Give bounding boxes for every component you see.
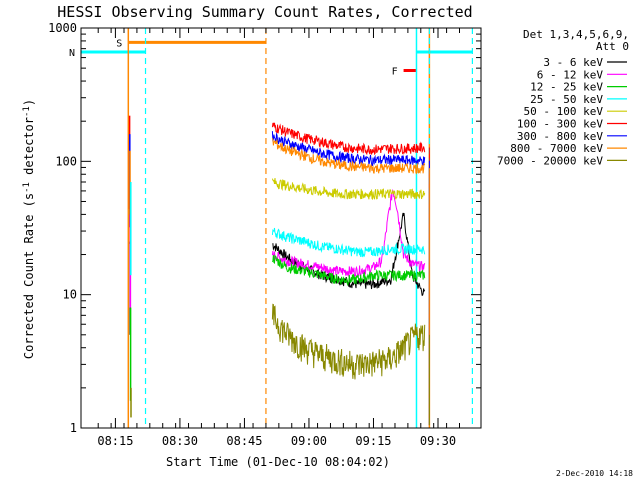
plot-area: S N F bbox=[69, 28, 473, 428]
x-tick-label: 08:15 bbox=[97, 434, 133, 448]
legend-label-4: 50 - 100 keV bbox=[524, 105, 604, 118]
series-line-3 bbox=[271, 227, 426, 258]
flag-label-f: F bbox=[392, 67, 398, 78]
x-tick-label: 08:45 bbox=[226, 434, 262, 448]
legend-label-0: 3 - 6 keV bbox=[543, 56, 603, 69]
flag-label-s: S bbox=[116, 38, 122, 49]
y-tick-label: 1 bbox=[70, 421, 77, 435]
series-line-2 bbox=[271, 254, 426, 287]
chart-title: HESSI Observing Summary Count Rates, Cor… bbox=[57, 3, 472, 21]
timestamp: 2-Dec-2010 14:18 bbox=[556, 469, 633, 478]
x-tick-label: 09:15 bbox=[355, 434, 391, 448]
x-tick-label: 09:00 bbox=[291, 434, 327, 448]
y-tick-label: 10 bbox=[63, 288, 77, 302]
legend-label-3: 25 - 50 keV bbox=[530, 93, 603, 106]
legend-label-8: 7000 - 20000 keV bbox=[497, 154, 603, 167]
y-tick-label: 100 bbox=[55, 154, 77, 168]
series-line-5 bbox=[271, 122, 426, 156]
series-line-4 bbox=[271, 177, 426, 200]
x-tick-label: 08:30 bbox=[162, 434, 198, 448]
series-line-8 bbox=[271, 303, 426, 380]
legend-header-1: Det 1,3,4,5,6,9, bbox=[523, 28, 629, 41]
y-axis-label: Corrected Count Rate (s-1 detector-1) bbox=[22, 99, 36, 359]
flag-label-n: N bbox=[69, 48, 75, 59]
x-axis-label: Start Time (01-Dec-10 08:04:02) bbox=[166, 455, 390, 469]
legend-label-6: 300 - 800 keV bbox=[517, 130, 603, 143]
x-tick-label: 09:30 bbox=[420, 434, 456, 448]
legend-label-1: 6 - 12 keV bbox=[537, 68, 604, 81]
legend-header-2: Att 0 bbox=[596, 40, 629, 53]
legend-label-7: 800 - 7000 keV bbox=[510, 142, 603, 155]
series-line-1 bbox=[271, 188, 426, 278]
legend-label-5: 100 - 300 keV bbox=[517, 118, 603, 131]
series-line-7 bbox=[271, 138, 426, 175]
series-line-6 bbox=[271, 131, 426, 168]
plot-frame bbox=[80, 27, 482, 429]
y-tick-label: 1000 bbox=[48, 21, 77, 35]
legend-label-2: 12 - 25 keV bbox=[530, 81, 603, 94]
axes: 1 10 100 1000 08:15 08:30 08:45 09:00 09:15 09:30 bbox=[48, 21, 482, 448]
